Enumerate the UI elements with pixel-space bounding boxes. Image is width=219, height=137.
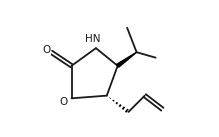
Polygon shape [117,52,137,67]
Text: O: O [59,97,67,107]
Text: O: O [42,45,51,55]
Text: HN: HN [85,34,101,44]
